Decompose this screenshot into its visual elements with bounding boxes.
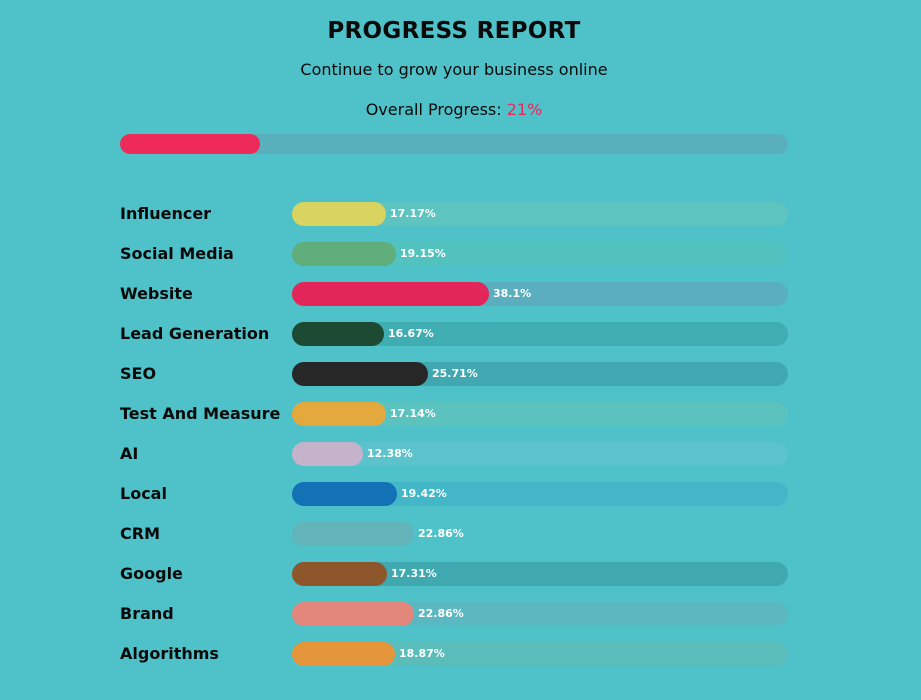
category-progress-track: 16.67%	[292, 322, 788, 346]
category-row: Local 19.42%	[120, 482, 788, 506]
category-progress-value: 19.42%	[401, 487, 447, 500]
category-label: Website	[120, 284, 193, 303]
category-progress-value: 17.17%	[390, 207, 436, 220]
category-progress-value: 16.67%	[388, 327, 434, 340]
category-progress-track: 17.17%	[292, 202, 788, 226]
category-progress-fill	[292, 442, 363, 466]
category-progress-fill	[292, 362, 428, 386]
category-progress-value: 18.87%	[399, 647, 445, 660]
overall-progress-bar	[120, 134, 788, 154]
overall-progress-value: 21%	[506, 100, 543, 119]
category-row: Website 38.1%	[120, 282, 788, 306]
category-progress-fill	[292, 202, 386, 226]
category-progress-track: 22.86%	[292, 522, 788, 546]
category-label: SEO	[120, 364, 157, 383]
category-progress-track: 17.14%	[292, 402, 788, 426]
category-label: Local	[120, 484, 167, 503]
category-label: Google	[120, 564, 183, 583]
category-progress-fill	[292, 482, 397, 506]
category-progress-fill	[292, 522, 414, 546]
overall-progress-label: Overall Progress:	[365, 100, 507, 119]
category-progress-track: 22.86%	[292, 602, 788, 626]
category-progress-value: 38.1%	[493, 287, 532, 300]
category-progress-value: 25.71%	[432, 367, 478, 380]
category-progress-fill	[292, 402, 386, 426]
category-progress-fill	[292, 562, 387, 586]
category-label: CRM	[120, 524, 160, 543]
category-row: Test And Measure 17.14%	[120, 402, 788, 426]
category-label: AI	[120, 444, 139, 463]
category-label: Test And Measure	[120, 404, 281, 423]
category-row: Social Media 19.15%	[120, 242, 788, 266]
page-title: PROGRESS REPORT	[327, 18, 581, 44]
category-progress-value: 12.38%	[367, 447, 413, 460]
category-row: Algorithms 18.87%	[120, 642, 788, 666]
category-progress-track: 25.71%	[292, 362, 788, 386]
page-subtitle: Continue to grow your business online	[300, 60, 608, 79]
category-progress-fill	[292, 322, 384, 346]
category-row: SEO 25.71%	[120, 362, 788, 386]
category-progress-track: 18.87%	[292, 642, 788, 666]
category-progress-value: 22.86%	[418, 607, 464, 620]
overall-progress-fill	[120, 134, 261, 154]
category-progress-fill	[292, 642, 395, 666]
category-progress-fill	[292, 602, 414, 626]
category-row: Google 17.31%	[120, 562, 788, 586]
category-row: AI 12.38%	[120, 442, 788, 466]
category-row: CRM 22.86%	[120, 522, 788, 546]
overall-progress-text: Overall Progress: 21%	[0, 100, 908, 119]
category-progress-track: 38.1%	[292, 282, 788, 306]
category-progress-value: 22.86%	[418, 527, 464, 540]
category-progress-fill	[292, 242, 396, 266]
category-progress-track: 12.38%	[292, 442, 788, 466]
category-label: Brand	[120, 604, 174, 623]
category-progress-value: 17.31%	[391, 567, 437, 580]
category-progress-track: 19.15%	[292, 242, 788, 266]
category-row: Brand 22.86%	[120, 602, 788, 626]
category-label: Algorithms	[120, 644, 219, 663]
category-label: Influencer	[120, 204, 212, 223]
category-row: Lead Generation 16.67%	[120, 322, 788, 346]
category-progress-track: 19.42%	[292, 482, 788, 506]
category-label: Social Media	[120, 244, 234, 263]
category-progress-value: 17.14%	[390, 407, 436, 420]
category-progress-fill	[292, 282, 489, 306]
category-progress-track: 17.31%	[292, 562, 788, 586]
category-progress-value: 19.15%	[400, 247, 446, 260]
category-label: Lead Generation	[120, 324, 270, 343]
category-row: Influencer 17.17%	[120, 202, 788, 226]
